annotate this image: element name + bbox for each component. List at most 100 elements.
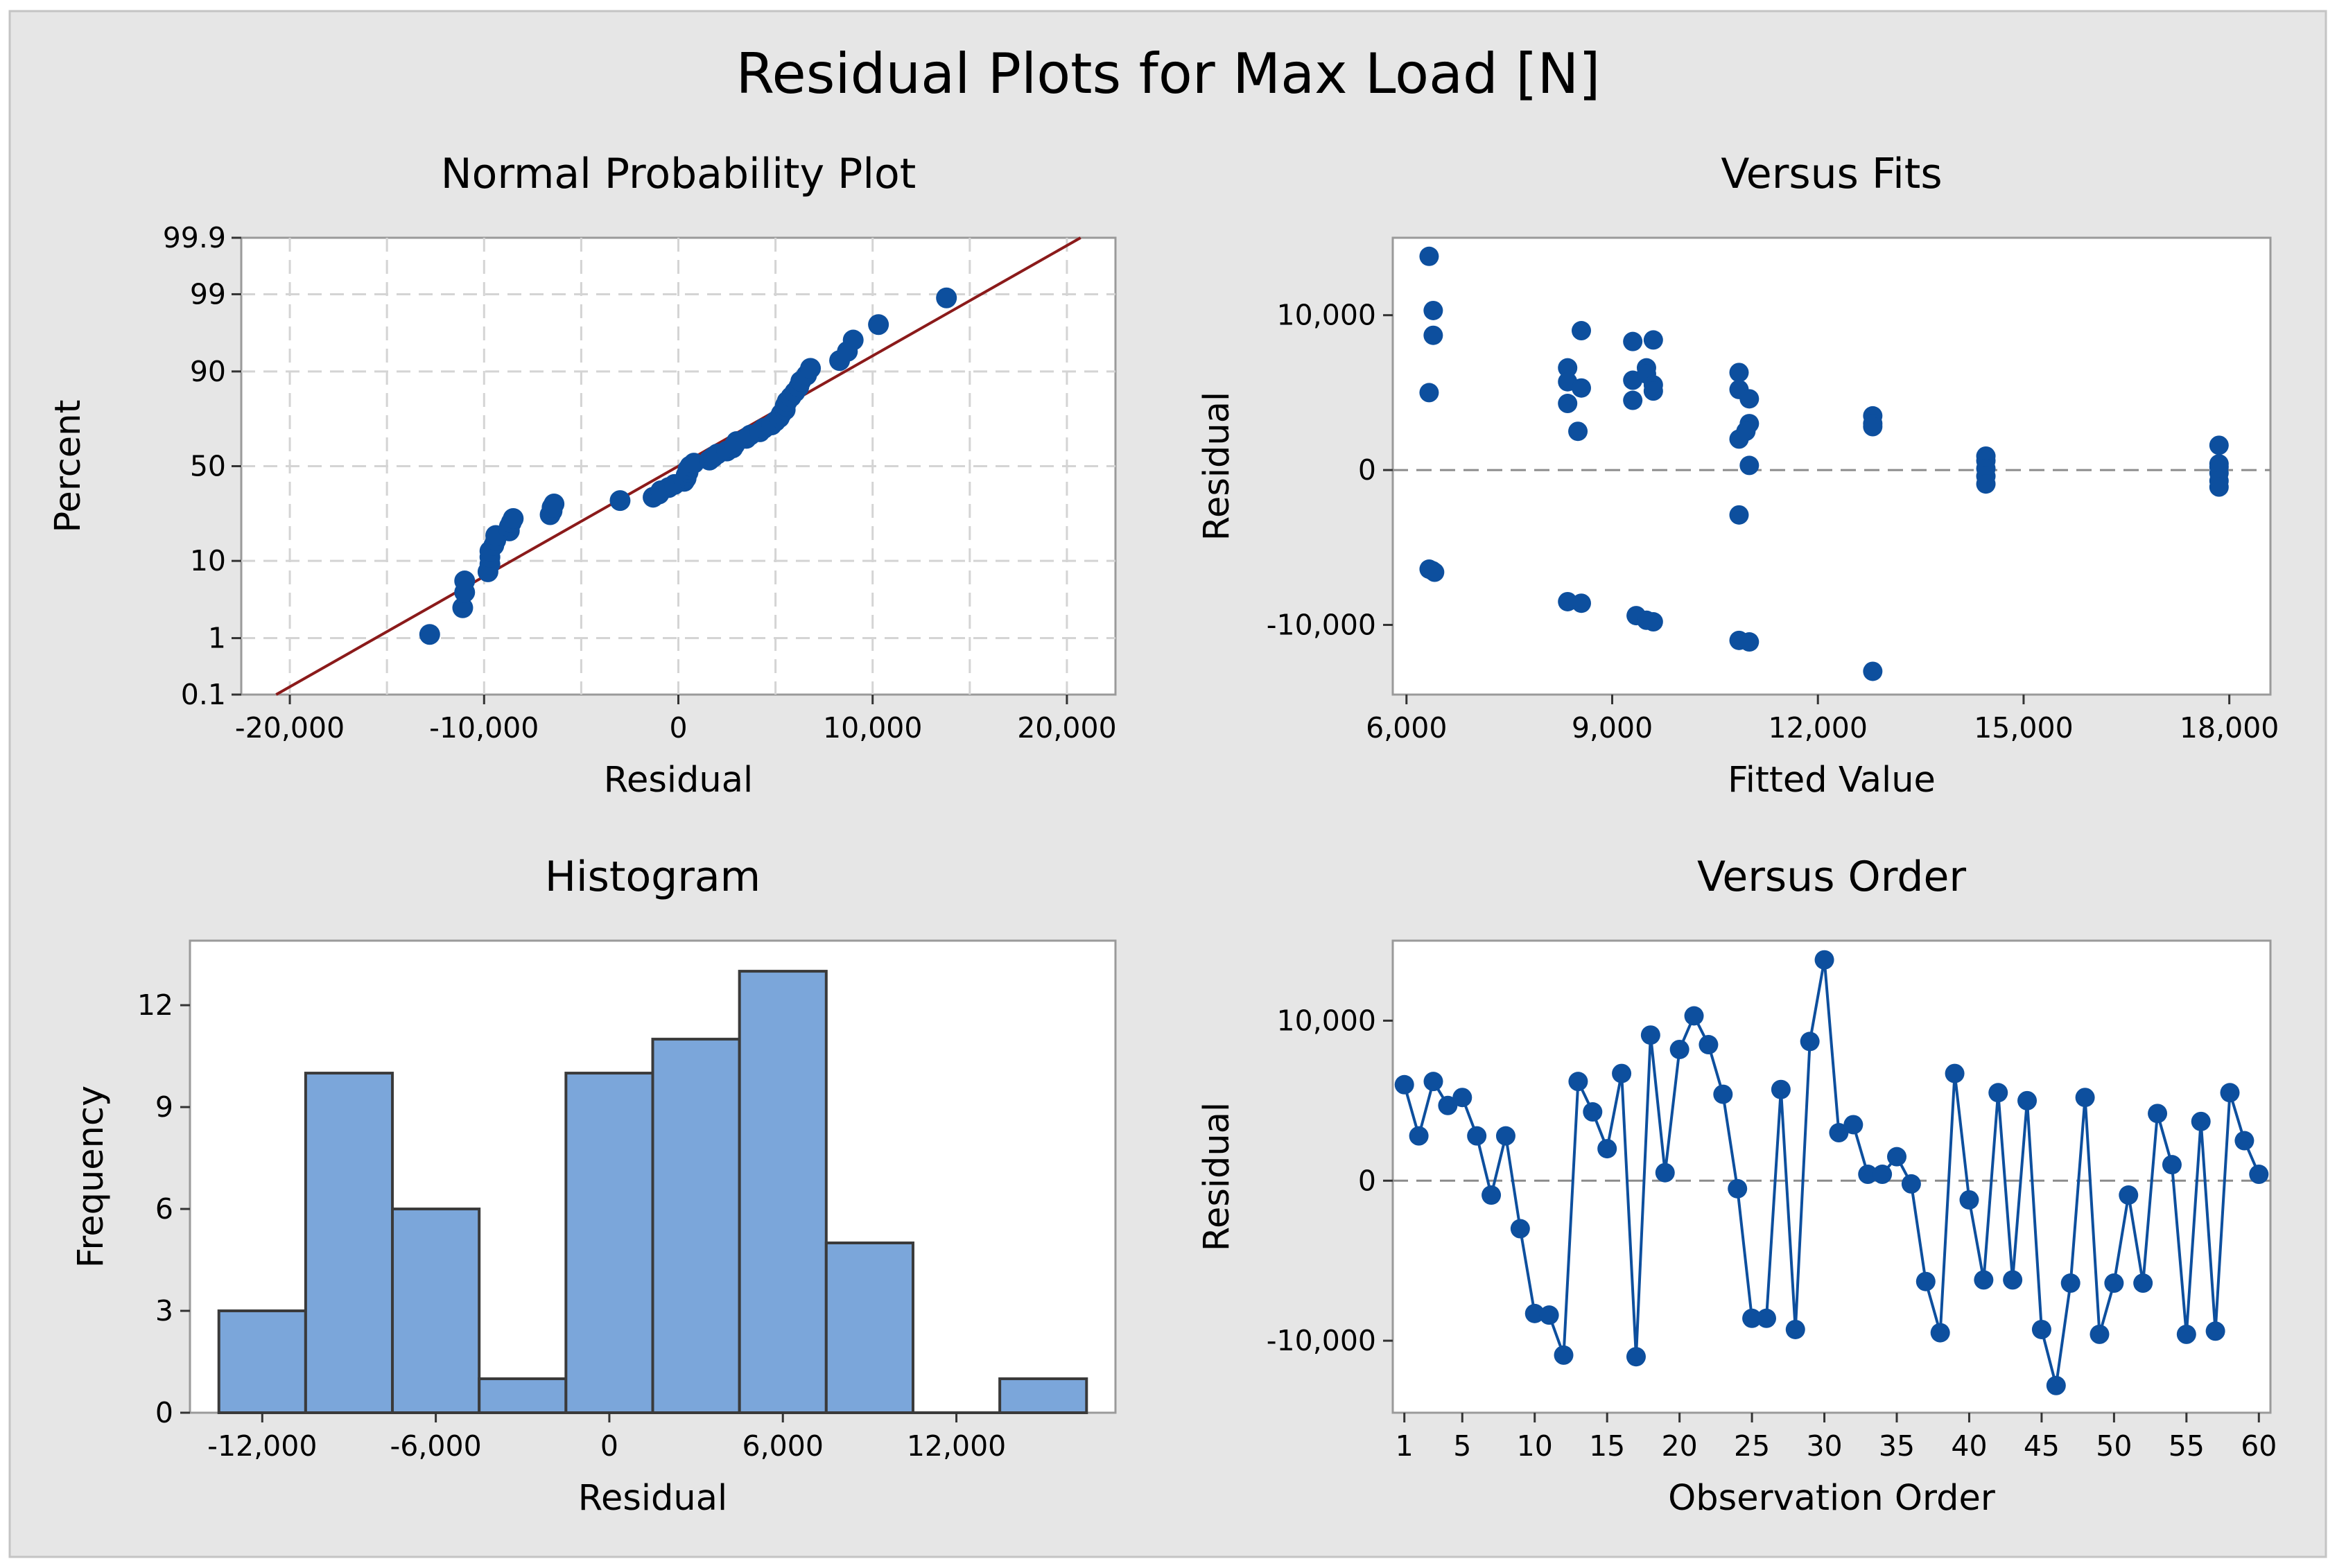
panel-title: Versus Order bbox=[1697, 853, 1966, 901]
x-tick-label: 30 bbox=[1806, 1429, 1842, 1463]
y-tick-label: 1 bbox=[208, 622, 226, 655]
x-tick-label: 15,000 bbox=[1974, 711, 2073, 744]
bars bbox=[217, 970, 1088, 1415]
data-point bbox=[1482, 1185, 1502, 1205]
data-point bbox=[1843, 1115, 1863, 1135]
x-tick-label: 35 bbox=[1879, 1429, 1915, 1463]
data-point bbox=[419, 624, 440, 645]
x-tick-label: 5 bbox=[1453, 1429, 1471, 1463]
data-point bbox=[842, 329, 864, 351]
data-point bbox=[1988, 1083, 2008, 1103]
data-point bbox=[1597, 1139, 1617, 1159]
data-point bbox=[2075, 1088, 2095, 1108]
x-tick-label: -20,000 bbox=[235, 711, 345, 744]
data-point bbox=[1423, 300, 1443, 320]
x-axis-label: Fitted Value bbox=[1728, 760, 1936, 801]
data-point bbox=[1684, 1006, 1704, 1026]
data-point bbox=[1643, 330, 1663, 350]
data-point bbox=[1829, 1123, 1849, 1143]
data-point bbox=[1425, 562, 1445, 582]
data-point bbox=[1959, 1190, 1979, 1210]
data-point bbox=[2209, 435, 2229, 455]
data-point bbox=[1394, 1074, 1414, 1095]
histogram-panel: Histogram Residual Frequency -12,000 -6,000 0… bbox=[71, 853, 1117, 1519]
y-tick-label: 10,000 bbox=[1277, 299, 1376, 332]
data-point bbox=[2234, 1131, 2255, 1151]
plot-area bbox=[1391, 236, 2272, 696]
panels: Normal Probability Plot Residual Percent -2… bbox=[48, 150, 2279, 1519]
data-point bbox=[2162, 1155, 2182, 1175]
y-tick-label: 99.9 bbox=[163, 221, 226, 254]
y-tick-label: 0 bbox=[1358, 453, 1376, 487]
data-points bbox=[1394, 950, 2269, 1395]
y-tick-label: 10 bbox=[190, 544, 226, 577]
data-point bbox=[1423, 1072, 1443, 1092]
data-point bbox=[1568, 1072, 1588, 1092]
y-axis-label: Residual bbox=[1197, 392, 1237, 541]
x-axis-label: Observation Order bbox=[1668, 1478, 1995, 1519]
data-point bbox=[1495, 1126, 1515, 1146]
x-tick-label: 60 bbox=[2241, 1429, 2277, 1463]
data-point bbox=[2191, 1111, 2211, 1131]
data-point bbox=[2046, 1375, 2066, 1395]
data-point bbox=[1640, 1025, 1660, 1045]
data-point bbox=[1510, 1219, 1530, 1239]
data-point bbox=[2220, 1083, 2240, 1103]
data-point bbox=[1742, 1308, 1762, 1328]
data-point bbox=[2119, 1185, 2139, 1205]
plot-area bbox=[1391, 939, 2272, 1414]
data-point bbox=[1571, 321, 1591, 341]
x-tick-label: 6,000 bbox=[742, 1429, 824, 1463]
data-point bbox=[1863, 417, 1883, 437]
normal-probability-panel: Normal Probability Plot Residual Percent -2… bbox=[48, 150, 1117, 801]
data-point bbox=[1901, 1174, 1921, 1194]
data-point bbox=[1623, 331, 1643, 351]
data-point bbox=[2133, 1273, 2153, 1293]
data-points bbox=[1419, 246, 2229, 681]
data-point bbox=[1558, 394, 1578, 414]
data-point bbox=[1736, 421, 1756, 442]
data-point bbox=[1863, 661, 1883, 681]
data-point bbox=[1800, 1031, 1820, 1052]
x-tick-label: 1 bbox=[1396, 1429, 1414, 1463]
y-tick-label: -10,000 bbox=[1267, 1324, 1376, 1357]
data-point bbox=[1568, 421, 1588, 442]
data-point bbox=[1419, 246, 1439, 266]
x-tick-label: -6,000 bbox=[390, 1429, 482, 1463]
data-point bbox=[2249, 1165, 2269, 1185]
data-point bbox=[2031, 1319, 2051, 1339]
data-point bbox=[1739, 455, 1760, 476]
y-tick-label: 9 bbox=[155, 1090, 173, 1124]
histogram-bar bbox=[651, 1038, 741, 1414]
x-tick-label: 0 bbox=[600, 1429, 618, 1463]
x-tick-label: 55 bbox=[2169, 1429, 2205, 1463]
panel-title: Versus Fits bbox=[1721, 150, 1942, 198]
y-axis-label: Frequency bbox=[71, 1086, 112, 1268]
data-point bbox=[683, 453, 704, 474]
data-point bbox=[1467, 1126, 1487, 1146]
data-point bbox=[454, 570, 476, 592]
data-point bbox=[1814, 950, 1834, 970]
data-point bbox=[1739, 389, 1760, 409]
data-point bbox=[1643, 612, 1663, 632]
data-point bbox=[1945, 1063, 1965, 1083]
y-tick-label: 3 bbox=[155, 1294, 173, 1327]
data-point bbox=[1452, 1088, 1472, 1108]
data-point bbox=[1915, 1271, 1936, 1291]
x-axis-label: Residual bbox=[578, 1478, 727, 1519]
x-tick-label: 10 bbox=[1517, 1429, 1553, 1463]
data-point bbox=[1643, 381, 1663, 401]
panel-title: Histogram bbox=[545, 853, 761, 901]
data-point bbox=[1423, 325, 1443, 345]
data-point bbox=[1419, 383, 1439, 403]
data-point bbox=[1699, 1035, 1719, 1055]
data-point bbox=[452, 597, 474, 618]
data-point bbox=[1623, 390, 1643, 410]
data-point bbox=[1873, 1165, 1893, 1185]
histogram-bar bbox=[738, 970, 828, 1414]
data-point bbox=[1785, 1319, 1805, 1339]
figure-title: Residual Plots for Max Load [N] bbox=[736, 42, 1600, 106]
data-point bbox=[800, 358, 822, 379]
data-point bbox=[1771, 1079, 1791, 1099]
data-point bbox=[1612, 1063, 1632, 1083]
